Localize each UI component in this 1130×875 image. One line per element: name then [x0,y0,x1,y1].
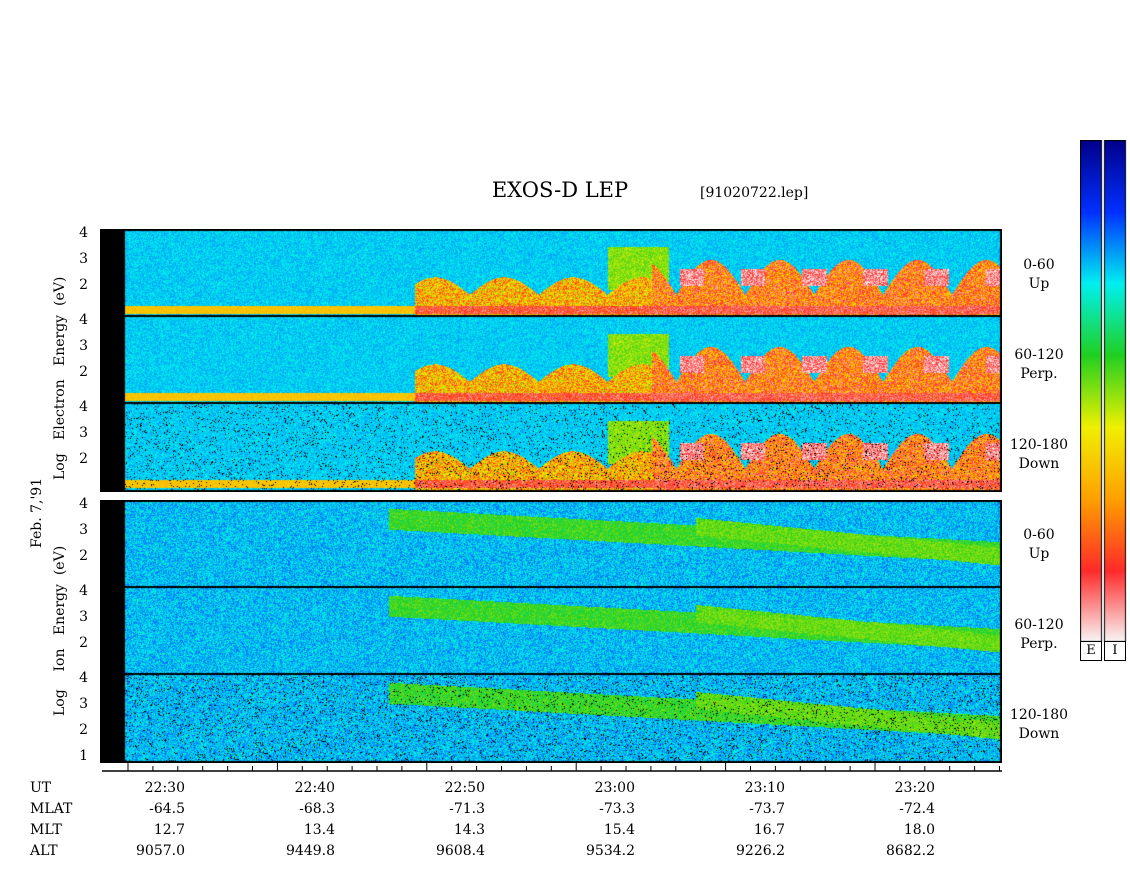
axis-word: Log [52,689,68,716]
electron-spectrogram [100,229,1002,492]
time-axis [102,761,1002,772]
panel-range: 60-120 [1014,347,1064,363]
orbit-alt-value: 9226.2 [736,843,785,859]
axis-word: Log [52,453,68,480]
y-tick-label: 3 [79,696,88,712]
y-tick-label: 2 [79,635,88,651]
y-tick-label: 3 [79,522,88,538]
axis-word: Energy [52,584,68,636]
y-tick-label: 2 [79,548,88,564]
alt-label: ALT [30,843,58,859]
orbit-mlat-value: -68.3 [299,801,335,817]
orbit-mlat-value: -71.3 [449,801,485,817]
panel-direction: Down [1018,726,1060,742]
orbit-mlat-value: -64.5 [149,801,185,817]
y-tick-label: 1 [79,748,88,764]
colorbar-ion-label: I [1104,641,1126,661]
panel-range: 0-60 [1023,527,1055,543]
y-tick-label: 2 [79,722,88,738]
chart-title: EXOS-D LEP [491,178,629,202]
orbit-alt-value: 9608.4 [436,843,485,859]
panel-label: 0-60 Up [1004,526,1074,564]
panel-range: 120-180 [1009,437,1069,453]
orbit-mlt-value: 15.4 [603,822,635,838]
orbit-alt-value: 9449.8 [286,843,335,859]
y-tick-label: 4 [79,312,88,328]
colorbar-electron-label: E [1080,641,1102,661]
orbit-mlt-value: 14.3 [453,822,485,838]
y-tick-label: 3 [79,609,88,625]
orbit-ut-value: 23:10 [744,780,785,796]
orbit-mlat-value: -73.3 [599,801,635,817]
y-tick-label: 4 [79,583,88,599]
y-tick-label: 4 [79,225,88,241]
panel-label: 60-120 Perp. [1004,346,1074,384]
y-tick-label: 4 [79,496,88,512]
orbit-ut-value: 23:00 [594,780,635,796]
ion-axis-label: Log Ion Energy (eV) [52,546,68,716]
y-tick-label: 4 [79,670,88,686]
panel-direction: Up [1028,546,1050,562]
orbit-alt-value: 9057.0 [136,843,185,859]
y-tick-label: 2 [79,451,88,467]
ut-label: UT [30,780,52,796]
panel-label: 0-60 Up [1004,256,1074,294]
orbit-ut-value: 22:40 [294,780,335,796]
panel-range: 60-120 [1014,617,1064,633]
panel-label: 120-180 Down [1004,706,1074,744]
axis-word: Electron [52,379,68,440]
y-tick-label: 2 [79,277,88,293]
orbit-ut-value: 22:50 [444,780,485,796]
y-tick-label: 3 [79,338,88,354]
color-scale-bar [1080,140,1128,642]
date-label: Feb. 7,'91 [29,477,45,548]
panel-direction: Down [1018,456,1060,472]
y-tick-label: 2 [79,364,88,380]
axis-word: Energy [52,314,68,366]
panel-direction: Perp. [1020,636,1058,652]
time-ticks [127,761,1000,771]
y-tick-label: 3 [79,425,88,441]
orbit-ut-value: 23:20 [894,780,935,796]
y-tick-label: 3 [79,251,88,267]
axis-word: Ion [52,648,68,672]
orbit-mlt-value: 16.7 [753,822,785,838]
panel-direction: Up [1028,276,1050,292]
mlt-label: MLT [30,822,62,838]
y-tick-label: 4 [79,399,88,415]
electron-axis-label: Log Electron Energy (eV) [52,277,68,480]
orbit-mlat-value: -72.4 [899,801,935,817]
orbit-mlt-value: 18.0 [903,822,935,838]
panel-label: 120-180 Down [1004,436,1074,474]
orbit-mlat-value: -73.7 [749,801,785,817]
panel-label: 60-120 Perp. [1004,616,1074,654]
panel-range: 0-60 [1023,257,1055,273]
spectrogram-area [100,229,1002,763]
mlat-label: MLAT [30,801,73,817]
axis-word: (eV) [52,545,68,576]
orbit-alt-value: 8682.2 [886,843,935,859]
orbit-mlt-value: 13.4 [303,822,335,838]
panel-direction: Perp. [1020,366,1058,382]
orbit-mlt-value: 12.7 [153,822,185,838]
orbit-alt-value: 9534.2 [586,843,635,859]
orbit-ut-value: 22:30 [144,780,185,796]
ion-spectrogram [100,500,1002,763]
file-name: [91020722.lep] [700,185,809,201]
axis-word: (eV) [52,276,68,306]
panel-range: 120-180 [1009,707,1069,723]
